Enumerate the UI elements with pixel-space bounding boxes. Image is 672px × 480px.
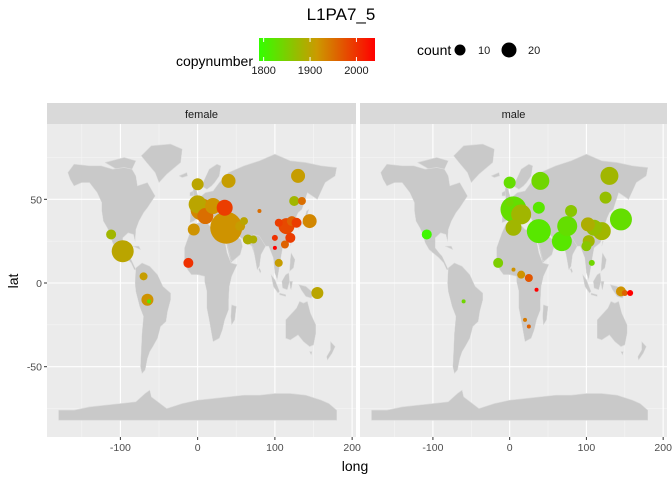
x-tick-label: -100 <box>110 442 131 454</box>
data-point <box>526 219 551 244</box>
size-legend-key-10 <box>454 44 466 56</box>
facet-label: male <box>502 109 526 121</box>
x-axis-title: long <box>342 458 368 474</box>
x-tick-label: -100 <box>422 442 443 454</box>
data-point <box>297 196 306 205</box>
data-point <box>493 257 504 268</box>
color-legend-tick-label: 1800 <box>251 65 275 77</box>
data-point <box>526 324 531 329</box>
data-point <box>216 199 233 216</box>
facet-strip <box>47 103 356 124</box>
data-point <box>291 217 302 228</box>
y-tick-label: 50 <box>30 194 42 206</box>
x-tick-label: 100 <box>266 442 284 454</box>
data-point <box>239 217 248 226</box>
data-point <box>302 214 317 229</box>
data-point <box>505 219 522 236</box>
size-legend-label-10: 10 <box>478 45 490 57</box>
data-point <box>271 234 278 241</box>
y-tick-label: -50 <box>27 362 42 374</box>
data-point <box>285 232 296 243</box>
data-point <box>210 211 243 244</box>
data-point <box>421 229 432 240</box>
facet-panel-female: female -100 0 100 200 -50 0 50 <box>27 103 361 454</box>
size-legend-title: count <box>417 42 451 58</box>
data-point <box>257 209 262 214</box>
data-point <box>503 176 516 189</box>
data-point <box>599 191 612 204</box>
data-point <box>621 290 628 297</box>
data-point <box>551 231 572 252</box>
data-point <box>523 317 528 322</box>
data-point <box>557 216 578 237</box>
x-tick-label: 0 <box>507 442 513 454</box>
data-point <box>505 198 514 207</box>
facet-strip <box>360 103 667 124</box>
data-point <box>532 201 545 214</box>
data-point <box>183 257 194 268</box>
data-point <box>249 235 258 244</box>
data-point <box>274 218 283 227</box>
data-point <box>517 270 526 279</box>
data-point <box>106 229 117 240</box>
data-point <box>311 287 324 300</box>
data-point <box>291 168 306 183</box>
data-point <box>289 195 300 206</box>
data-point <box>627 290 634 297</box>
data-point <box>511 204 532 225</box>
color-legend-title: copynumber <box>176 53 253 69</box>
data-point <box>600 166 619 185</box>
data-point <box>187 223 200 236</box>
size-legend-key-20 <box>501 42 517 58</box>
data-point <box>565 205 578 218</box>
data-point <box>139 272 148 281</box>
data-point <box>588 259 595 266</box>
data-point <box>191 178 204 191</box>
data-point <box>461 299 466 304</box>
data-point <box>534 287 539 292</box>
data-point <box>274 258 283 267</box>
x-tick-label: 100 <box>578 442 596 454</box>
color-legend-tick-label: 2000 <box>344 65 368 77</box>
data-point <box>111 240 134 263</box>
data-point <box>609 208 632 231</box>
data-point <box>146 299 151 304</box>
size-legend: count 10 20 <box>417 42 540 58</box>
chart-title: L1PA7_5 <box>307 5 376 24</box>
data-point <box>141 293 154 306</box>
x-tick-label: 0 <box>195 442 201 454</box>
facet-label: female <box>185 109 218 121</box>
data-point <box>581 241 592 252</box>
data-point <box>511 267 516 272</box>
data-point <box>221 173 236 188</box>
data-point <box>580 217 595 232</box>
x-tick-label: 200 <box>654 442 672 454</box>
data-point <box>524 273 533 282</box>
data-point <box>531 171 550 190</box>
color-legend-bar <box>259 38 375 61</box>
data-point <box>280 240 289 249</box>
x-tick-label: 200 <box>343 442 361 454</box>
facet-panel-male: male -100 0 100 200 <box>360 103 672 454</box>
data-point <box>272 245 277 250</box>
y-tick-label: 0 <box>36 278 42 290</box>
color-legend: copynumber 1800 1900 2000 <box>176 38 375 77</box>
size-legend-label-20: 20 <box>528 45 540 57</box>
y-axis-title: lat <box>5 274 21 289</box>
color-legend-tick-label: 1900 <box>298 65 322 77</box>
